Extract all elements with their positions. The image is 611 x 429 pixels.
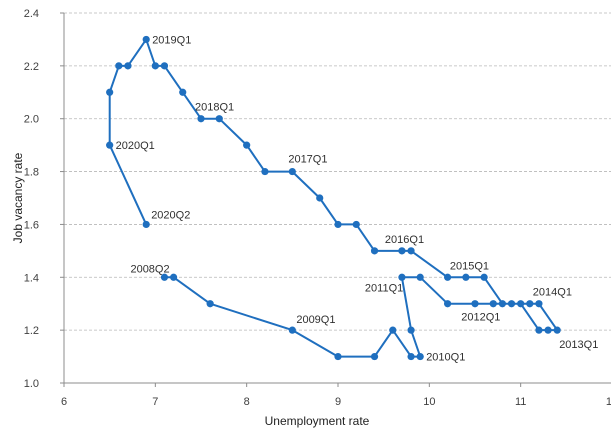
point-label: 2017Q1 [288, 154, 327, 166]
data-point [106, 141, 114, 149]
point-label: 2008Q2 [130, 263, 169, 275]
chart-axes [60, 12, 611, 387]
series-line-group [108, 38, 559, 358]
data-point [507, 300, 516, 308]
point-labels: 2008Q2 2009Q1 2010Q1 2011Q1 2012Q1 2013Q1 2014… [116, 34, 599, 363]
data-point [106, 88, 114, 96]
point-label: 2015Q1 [450, 260, 489, 272]
data-point [206, 300, 214, 308]
data-point [334, 352, 342, 361]
x-axis-title: Unemployment rate [265, 414, 370, 428]
y-tick-label: 1.0 [24, 378, 39, 390]
data-point [170, 273, 178, 281]
data-point [316, 194, 324, 202]
point-label: 2018Q1 [195, 102, 234, 114]
data-point [334, 220, 342, 229]
y-tick-label: 1.8 [24, 167, 39, 179]
y-tick-labels: 1.0 1.2 1.4 1.6 1.8 2.0 2.2 2.4 [24, 8, 39, 390]
data-point [142, 220, 150, 229]
data-point [489, 300, 497, 308]
data-point [444, 273, 452, 281]
data-point [416, 352, 424, 361]
data-point [370, 247, 379, 255]
data-point [416, 273, 424, 281]
data-point [553, 326, 561, 334]
data-point [398, 247, 406, 255]
data-point [498, 300, 506, 308]
data-point [370, 352, 379, 361]
y-axis-title: Job vacancy rate [11, 152, 25, 243]
x-tick-label: 6 [61, 396, 67, 408]
series-markers [106, 35, 561, 361]
point-label: 2020Q2 [151, 209, 190, 221]
data-point [160, 273, 169, 281]
x-tick-label: 11 [515, 396, 526, 408]
data-point [407, 247, 415, 255]
y-tick-label: 1.2 [24, 325, 39, 337]
point-label: 2010Q1 [426, 352, 465, 364]
point-label: 2013Q1 [559, 339, 598, 351]
data-point [142, 35, 150, 44]
point-label: 2019Q1 [152, 34, 191, 46]
data-point [179, 88, 187, 96]
data-point [544, 326, 552, 334]
data-point [261, 167, 269, 176]
point-label: 2020Q1 [116, 140, 155, 152]
y-tick-label: 1.4 [24, 272, 39, 284]
data-point [115, 62, 123, 70]
x-tick-label: 10 [423, 396, 435, 408]
data-point [288, 326, 296, 334]
data-point [517, 300, 525, 308]
data-point [480, 273, 488, 281]
point-label: 2012Q1 [461, 312, 500, 324]
chart-grid [64, 12, 611, 331]
data-point [535, 300, 543, 308]
data-point [444, 300, 452, 308]
x-tick-label: 7 [152, 396, 158, 408]
data-point [160, 62, 169, 70]
y-tick-label: 2.0 [24, 114, 39, 126]
point-label: 2011Q1 [365, 282, 403, 294]
data-point [407, 326, 415, 334]
x-tick-label: 9 [335, 396, 341, 408]
x-tick-label: 8 [244, 396, 250, 408]
data-point [352, 220, 360, 229]
point-label: 2014Q1 [533, 287, 572, 299]
point-label: 2009Q1 [296, 314, 335, 326]
data-point [288, 167, 296, 176]
data-point [535, 326, 543, 334]
data-point [398, 273, 406, 281]
data-point [215, 115, 223, 123]
point-label: 2016Q1 [385, 234, 424, 246]
data-point [462, 273, 470, 281]
data-point [124, 62, 132, 70]
series-line [108, 38, 559, 358]
data-point [471, 300, 479, 308]
data-point [526, 300, 534, 308]
y-tick-label: 1.6 [24, 219, 39, 231]
y-tick-label: 2.4 [24, 8, 39, 20]
data-point [197, 115, 205, 123]
data-point [243, 141, 251, 149]
data-point [389, 326, 397, 334]
data-point [151, 62, 159, 70]
x-tick-label: 12 [606, 396, 611, 408]
x-tick-labels: 6 7 8 9 10 11 12 [61, 396, 611, 408]
y-tick-label: 2.2 [24, 61, 39, 73]
data-point [407, 352, 415, 361]
